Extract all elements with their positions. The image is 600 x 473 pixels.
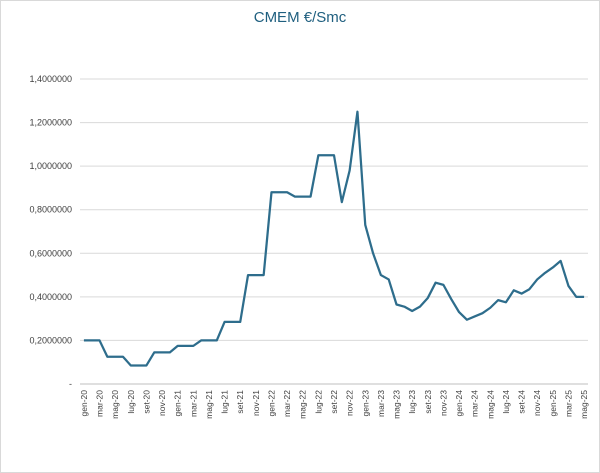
x-tick-label: gen-24 bbox=[454, 390, 464, 417]
x-tick-label: set-23 bbox=[423, 390, 433, 414]
x-tick-label: nov-20 bbox=[157, 390, 167, 416]
x-tick-label: gen-25 bbox=[548, 390, 558, 417]
x-tick-label: mag-22 bbox=[298, 390, 308, 419]
series-line bbox=[83, 110, 585, 367]
x-tick-label: mar-23 bbox=[376, 390, 386, 417]
x-tick-label: mag-24 bbox=[485, 390, 495, 419]
x-tick-label: mar-24 bbox=[470, 390, 480, 417]
x-tick-label: mar-20 bbox=[95, 390, 105, 417]
y-axis-tick-labels: - 0,2000000 0,4000000 0,6000000 0,8000000 1,0… bbox=[29, 74, 72, 389]
x-tick-label: mag-20 bbox=[110, 390, 120, 419]
x-tick-label: mag-23 bbox=[392, 390, 402, 419]
x-tick-label: set-20 bbox=[141, 390, 151, 414]
x-tick-label: gen-22 bbox=[266, 390, 276, 417]
x-tick-label: lug-24 bbox=[501, 390, 511, 414]
x-tick-label: mar-25 bbox=[563, 390, 573, 417]
y-tick-label: 0,6000000 bbox=[29, 248, 72, 258]
x-tick-label: lug-21 bbox=[220, 390, 230, 414]
x-tick-label: gen-23 bbox=[360, 390, 370, 417]
y-tick-label: 1,2000000 bbox=[29, 118, 72, 128]
x-tick-label: set-21 bbox=[235, 390, 245, 414]
x-tick-label: mag-25 bbox=[579, 390, 589, 419]
x-tick-label: lug-22 bbox=[313, 390, 323, 414]
y-tick-label: 1,0000000 bbox=[29, 161, 72, 171]
y-tick-label: 1,4000000 bbox=[29, 74, 72, 84]
x-tick-label: nov-24 bbox=[532, 390, 542, 416]
x-tick-label: mar-22 bbox=[282, 390, 292, 417]
y-tick-label: 0,8000000 bbox=[29, 205, 72, 215]
x-tick-label: mar-21 bbox=[188, 390, 198, 417]
x-tick-label: nov-22 bbox=[345, 390, 355, 416]
x-tick-label: set-22 bbox=[329, 390, 339, 414]
x-tick-label: lug-23 bbox=[407, 390, 417, 414]
gridlines bbox=[80, 78, 588, 385]
x-tick-label: gen-20 bbox=[79, 390, 89, 417]
y-tick-label: 0,2000000 bbox=[29, 335, 72, 345]
x-axis-tick-labels: gen-20 mar-20 mag-20 lug-20 set-20 nov-20 gen-… bbox=[79, 390, 589, 419]
x-tick-label: mag-21 bbox=[204, 390, 214, 419]
chart-title: CMEM €/Smc bbox=[253, 9, 347, 26]
data-series bbox=[83, 110, 585, 367]
x-tick-label: lug-20 bbox=[126, 390, 136, 414]
x-tick-label: nov-21 bbox=[251, 390, 261, 416]
x-tick-label: nov-23 bbox=[438, 390, 448, 416]
y-tick-label: 0,4000000 bbox=[29, 292, 72, 302]
x-tick-label: set-24 bbox=[517, 390, 527, 414]
y-tick-label: - bbox=[69, 379, 72, 389]
x-tick-label: gen-21 bbox=[173, 390, 183, 417]
